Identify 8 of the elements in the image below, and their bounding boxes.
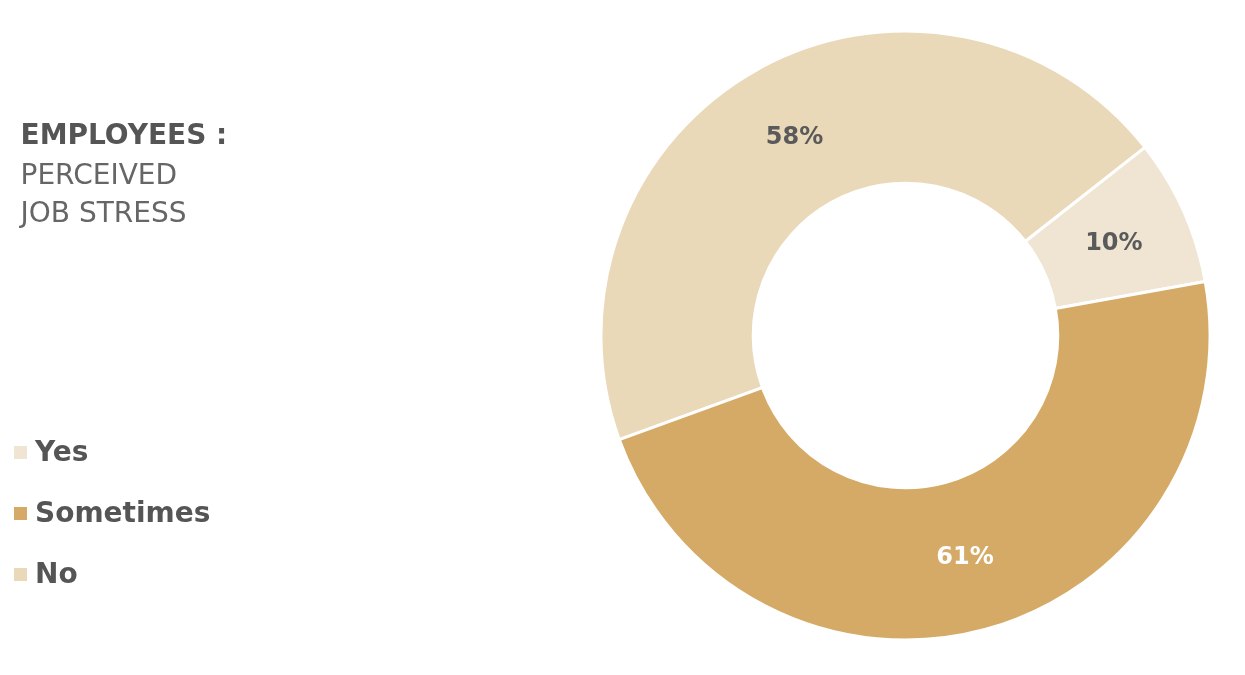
data-label: 61%: [936, 542, 994, 571]
text: PERCEIVED JOB STRESS: [18, 157, 187, 229]
data-label: 10%: [1085, 227, 1143, 256]
legend-label: Yes: [35, 435, 89, 468]
legend-label: No: [35, 557, 78, 590]
legend-label: Sometimes: [35, 496, 211, 529]
data-label: 58%: [765, 121, 824, 150]
text: EMPLOYEES :: [20, 117, 228, 151]
